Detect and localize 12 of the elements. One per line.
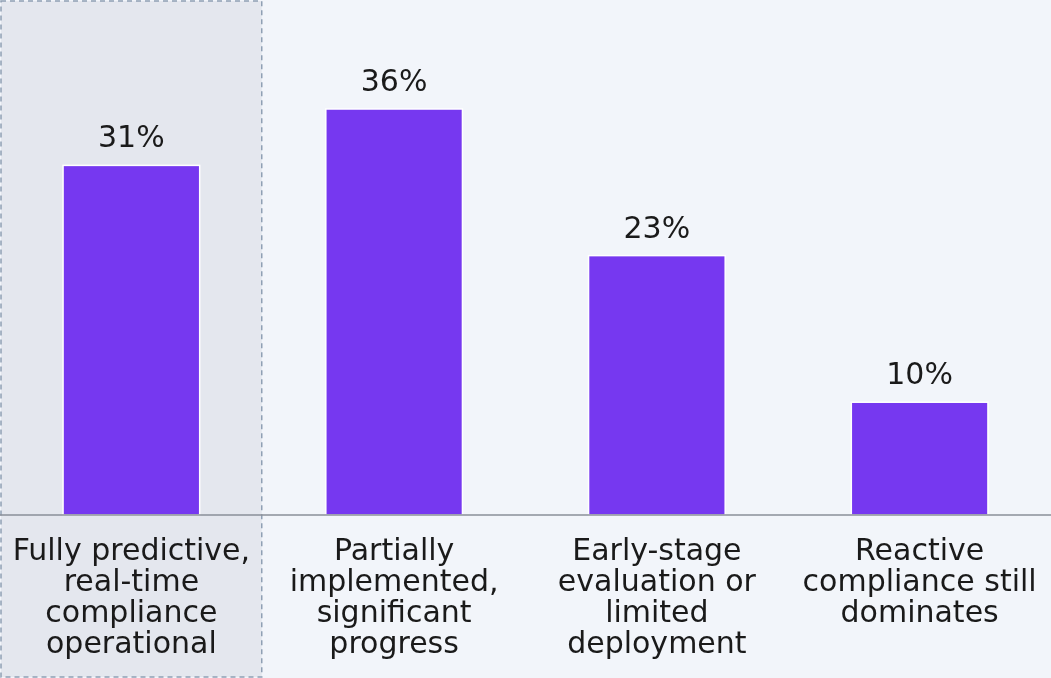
data-label: 36%: [360, 63, 428, 98]
x-tick-label: Early-stage evaluation or limited deployment: [557, 532, 757, 660]
bar: [62, 164, 201, 516]
data-label: 23%: [623, 209, 691, 245]
x-tick-label: Partially implemented, significant progress: [289, 532, 499, 660]
x-tick-label: Fully predictive, real-time compliance operational: [12, 532, 251, 660]
bar: [850, 401, 989, 516]
bar: [587, 254, 726, 516]
data-label: 10%: [886, 356, 953, 392]
bar: [325, 108, 464, 516]
data-label: 31%: [98, 119, 165, 155]
x-tick-label: Reactive compliance still dominates: [802, 532, 1037, 629]
